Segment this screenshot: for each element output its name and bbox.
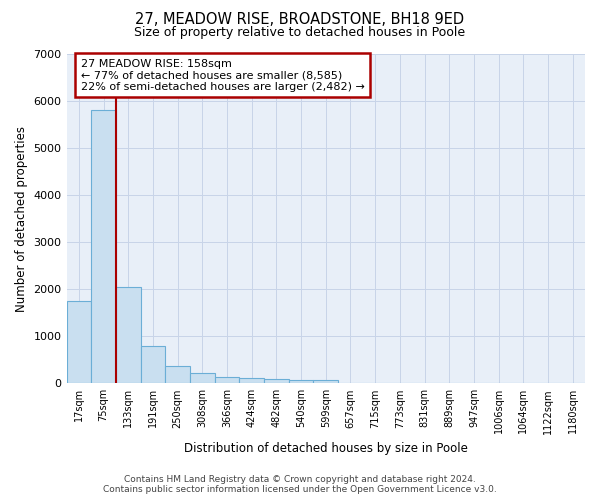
Bar <box>239 378 264 384</box>
X-axis label: Distribution of detached houses by size in Poole: Distribution of detached houses by size … <box>184 442 468 455</box>
Bar <box>215 376 239 384</box>
Text: Contains HM Land Registry data © Crown copyright and database right 2024.
Contai: Contains HM Land Registry data © Crown c… <box>103 474 497 494</box>
Bar <box>264 379 289 384</box>
Bar <box>165 366 190 384</box>
Y-axis label: Number of detached properties: Number of detached properties <box>15 126 28 312</box>
Bar <box>313 380 338 384</box>
Bar <box>67 301 91 384</box>
Bar <box>140 346 165 384</box>
Bar <box>91 110 116 384</box>
Bar <box>116 287 140 384</box>
Text: 27, MEADOW RISE, BROADSTONE, BH18 9ED: 27, MEADOW RISE, BROADSTONE, BH18 9ED <box>136 12 464 28</box>
Bar <box>190 373 215 384</box>
Text: 27 MEADOW RISE: 158sqm
← 77% of detached houses are smaller (8,585)
22% of semi-: 27 MEADOW RISE: 158sqm ← 77% of detached… <box>81 58 365 92</box>
Bar <box>289 380 313 384</box>
Text: Size of property relative to detached houses in Poole: Size of property relative to detached ho… <box>134 26 466 39</box>
